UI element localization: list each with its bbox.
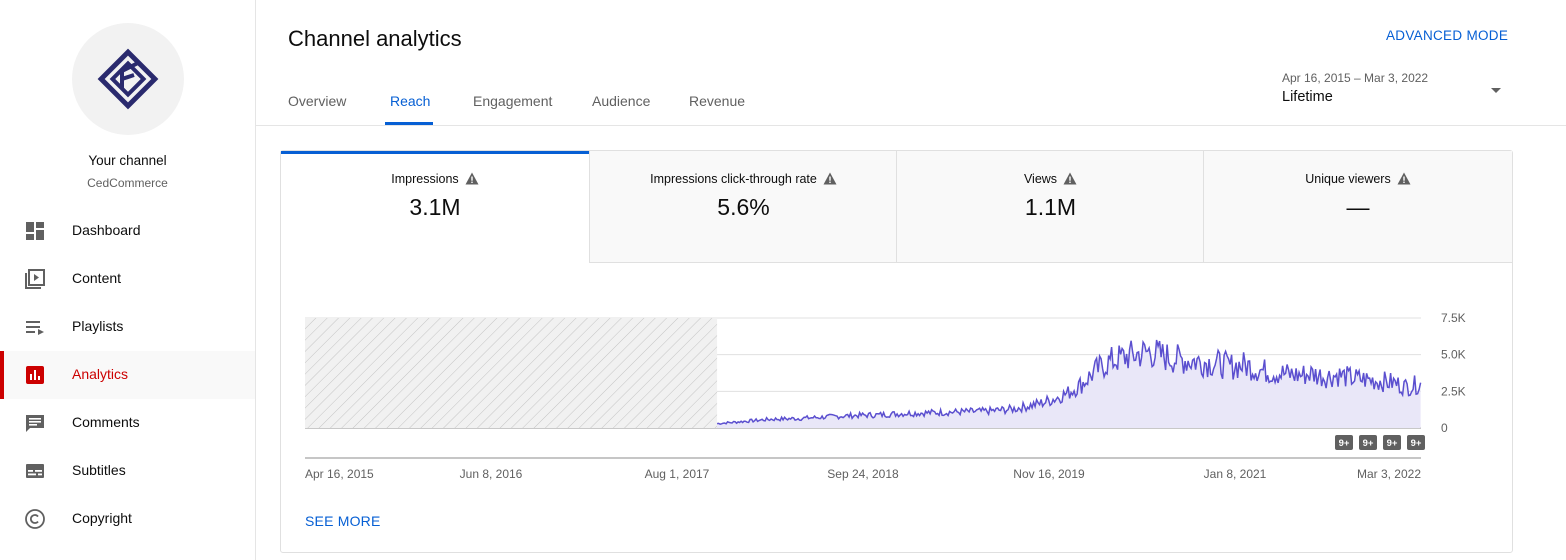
sidebar-item-copyright[interactable]: Copyright xyxy=(0,495,255,543)
copyright-icon xyxy=(25,509,45,529)
header-divider xyxy=(256,125,1566,126)
active-tab-indicator xyxy=(385,122,433,125)
see-more-link[interactable]: SEE MORE xyxy=(305,513,381,529)
x-tick-label: Apr 16, 2015 xyxy=(305,467,374,481)
dashboard-icon xyxy=(26,222,44,240)
badge-label: 9+ xyxy=(1363,438,1374,449)
metric-value: — xyxy=(1346,194,1370,220)
channel-avatar[interactable] xyxy=(72,23,184,135)
no-data-region xyxy=(305,318,718,428)
warning-icon[interactable] xyxy=(823,172,837,185)
series-area xyxy=(717,340,1421,428)
y-tick-label: 2.5K xyxy=(1441,384,1466,398)
metric-value: 3.1M xyxy=(409,194,461,220)
x-tick-label: Mar 3, 2022 xyxy=(1357,467,1421,481)
cedcommerce-logo xyxy=(97,48,159,110)
sidebar-item-label: Comments xyxy=(72,414,140,430)
metric-unique-viewers[interactable]: Unique viewers — xyxy=(1203,151,1512,263)
channel-name: CedCommerce xyxy=(87,176,168,190)
sidebar-item-label: Copyright xyxy=(72,510,132,526)
sidebar-item-label: Subtitles xyxy=(72,462,126,478)
sidebar-item-dashboard[interactable]: Dashboard xyxy=(0,207,255,255)
date-preset: Lifetime xyxy=(1282,89,1333,105)
tab-engagement[interactable]: Engagement xyxy=(473,93,553,109)
subtitles-icon xyxy=(26,464,44,478)
page-title: Channel analytics xyxy=(288,26,462,51)
sidebar-item-content[interactable]: Content xyxy=(0,255,255,303)
x-tick-label: Nov 16, 2019 xyxy=(1013,467,1085,481)
sidebar-item-subtitles[interactable]: Subtitles xyxy=(0,447,255,495)
annotation-badge[interactable]: 9+ xyxy=(1407,435,1425,450)
annotation-badge[interactable]: 9+ xyxy=(1383,435,1401,450)
sidebar-item-analytics[interactable]: Analytics xyxy=(0,351,255,399)
tab-revenue[interactable]: Revenue xyxy=(689,93,746,109)
sidebar-item-label: Dashboard xyxy=(72,222,141,238)
metric-label: Impressions click-through rate xyxy=(650,172,817,186)
metric-value: 5.6% xyxy=(717,194,770,220)
sidebar-item-comments[interactable]: Comments xyxy=(0,399,255,447)
content-icon xyxy=(25,269,45,289)
warning-icon[interactable] xyxy=(465,172,479,185)
analytics-icon xyxy=(26,366,44,384)
badge-label: 9+ xyxy=(1387,438,1398,449)
sidebar-item-label: Playlists xyxy=(72,318,124,334)
x-tick-label: Jun 8, 2016 xyxy=(460,467,523,481)
annotation-badge[interactable]: 9+ xyxy=(1359,435,1377,450)
advanced-mode-button[interactable]: ADVANCED MODE xyxy=(1386,28,1509,43)
series-line xyxy=(717,339,1422,426)
metric-label: Views xyxy=(1023,172,1058,186)
warning-icon[interactable] xyxy=(1063,172,1077,185)
sidebar-item-playlists[interactable]: Playlists xyxy=(0,303,255,351)
badge-label: 9+ xyxy=(1339,438,1350,449)
x-tick-label: Sep 24, 2018 xyxy=(827,467,899,481)
metric-value: 1.1M xyxy=(1024,194,1077,220)
x-tick-label: Aug 1, 2017 xyxy=(645,467,710,481)
y-tick-label: 5.0K xyxy=(1441,348,1466,362)
playlists-icon xyxy=(26,321,44,335)
annotation-badge[interactable]: 9+ xyxy=(1335,435,1353,450)
channel-title: Your channel xyxy=(88,153,167,168)
badge-label: 9+ xyxy=(1411,438,1422,449)
metric-label: Unique viewers xyxy=(1305,172,1391,186)
comments-icon xyxy=(26,415,44,432)
metric-label: Impressions xyxy=(391,172,459,186)
sidebar-item-label: Content xyxy=(72,270,122,286)
metric-ctr[interactable]: Impressions click-through rate 5.6% xyxy=(589,151,897,263)
date-range-text: Apr 16, 2015 – Mar 3, 2022 xyxy=(1282,71,1429,85)
metric-views[interactable]: Views 1.1M xyxy=(896,151,1204,263)
y-tick-label: 0 xyxy=(1441,421,1448,435)
tab-overview[interactable]: Overview xyxy=(288,93,347,109)
tab-reach[interactable]: Reach xyxy=(390,93,431,109)
x-tick-label: Jan 8, 2021 xyxy=(1204,467,1267,481)
sidebar-item-label: Analytics xyxy=(72,366,129,382)
tab-audience[interactable]: Audience xyxy=(592,93,651,109)
y-tick-label: 7.5K xyxy=(1441,311,1466,325)
warning-icon[interactable] xyxy=(1397,172,1411,185)
dropdown-caret-icon xyxy=(1491,88,1501,93)
sidebar: Your channel CedCommerce Dashboard Conte… xyxy=(0,0,256,560)
metric-impressions[interactable]: Impressions 3.1M xyxy=(281,151,589,262)
